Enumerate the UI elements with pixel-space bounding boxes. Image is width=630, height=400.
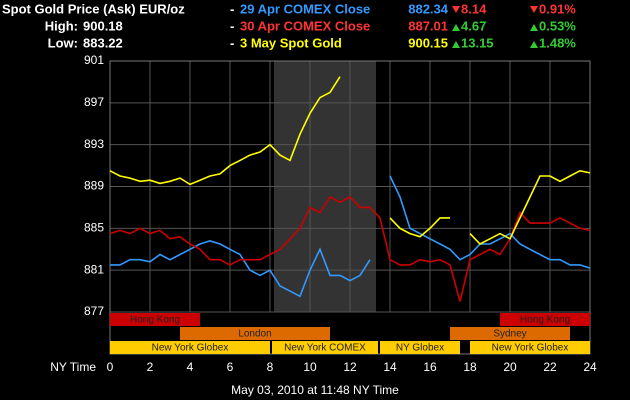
x-tick-label: 24 bbox=[583, 360, 597, 374]
change-pct: 0.53% bbox=[539, 18, 576, 33]
y-tick-label: 889 bbox=[84, 179, 104, 193]
legend-dash: - bbox=[230, 35, 234, 50]
y-tick-label: 897 bbox=[84, 95, 104, 109]
session-bar bbox=[110, 341, 270, 354]
session-label: Hong Kong bbox=[520, 315, 570, 326]
legend-name: 3 May Spot Gold bbox=[240, 35, 342, 50]
change-arrow bbox=[452, 24, 460, 31]
session-bar bbox=[450, 327, 570, 340]
x-tick-label: 22 bbox=[543, 360, 557, 374]
y-tick-label: 901 bbox=[84, 53, 104, 67]
session-label: Sydney bbox=[493, 329, 526, 340]
session-label: London bbox=[238, 329, 271, 340]
x-tick-label: 0 bbox=[107, 360, 114, 374]
x-tick-label: 6 bbox=[227, 360, 234, 374]
series-line bbox=[109, 76, 591, 245]
x-axis-label: NY Time bbox=[50, 360, 96, 374]
change-arrow bbox=[530, 41, 538, 48]
x-tick-label: 20 bbox=[503, 360, 517, 374]
chart-title: Spot Gold Price (Ask) EUR/oz bbox=[2, 1, 185, 16]
change-pct: 0.91% bbox=[539, 1, 576, 16]
session-label: Hong Kong bbox=[130, 315, 180, 326]
change-arrow bbox=[530, 6, 538, 13]
x-tick-label: 8 bbox=[267, 360, 274, 374]
session-label: New York COMEX bbox=[284, 343, 366, 354]
legend-name: 29 Apr COMEX Close bbox=[240, 1, 370, 16]
legend-dash: - bbox=[230, 18, 234, 33]
x-tick-label: 12 bbox=[343, 360, 357, 374]
change: 4.67 bbox=[461, 18, 486, 33]
legend-close: 882.34 bbox=[408, 1, 449, 16]
change: 8.14 bbox=[461, 1, 487, 16]
change: 13.15 bbox=[461, 35, 494, 50]
session-bar bbox=[110, 313, 200, 326]
legend-name: 30 Apr COMEX Close bbox=[240, 18, 370, 33]
x-tick-label: 16 bbox=[423, 360, 437, 374]
session-bar bbox=[180, 327, 330, 340]
y-tick-label: 885 bbox=[84, 221, 104, 235]
legend-close: 887.01 bbox=[408, 18, 448, 33]
x-tick-label: 4 bbox=[187, 360, 194, 374]
x-tick-label: 10 bbox=[303, 360, 317, 374]
change-arrow bbox=[452, 41, 460, 48]
x-tick-label: 2 bbox=[147, 360, 154, 374]
session-bar bbox=[470, 341, 590, 354]
series-line bbox=[110, 175, 591, 298]
change-arrow bbox=[530, 24, 538, 31]
x-tick-label: 14 bbox=[383, 360, 397, 374]
y-tick-label: 893 bbox=[84, 137, 104, 151]
session-bar bbox=[500, 313, 590, 326]
legend-dash: - bbox=[230, 1, 234, 16]
high-label: High: bbox=[45, 18, 78, 33]
footer: May 03, 2010 at 11:48 NY Time bbox=[231, 383, 399, 397]
session-label: New York Globex bbox=[152, 343, 229, 354]
low-label: Low: bbox=[48, 35, 78, 50]
session-label: NY Globex bbox=[396, 343, 444, 354]
session-bar bbox=[272, 341, 378, 354]
session-bar bbox=[380, 341, 460, 354]
session-label: New York Globex bbox=[492, 343, 569, 354]
low-value: 883.22 bbox=[83, 35, 123, 50]
y-tick-label: 877 bbox=[84, 304, 104, 318]
legend-close: 900.15 bbox=[408, 35, 448, 50]
x-tick-label: 18 bbox=[463, 360, 477, 374]
change-pct: 1.48% bbox=[539, 35, 576, 50]
high-value: 900.18 bbox=[83, 18, 123, 33]
y-tick-label: 881 bbox=[84, 262, 104, 276]
change-arrow bbox=[452, 6, 460, 13]
